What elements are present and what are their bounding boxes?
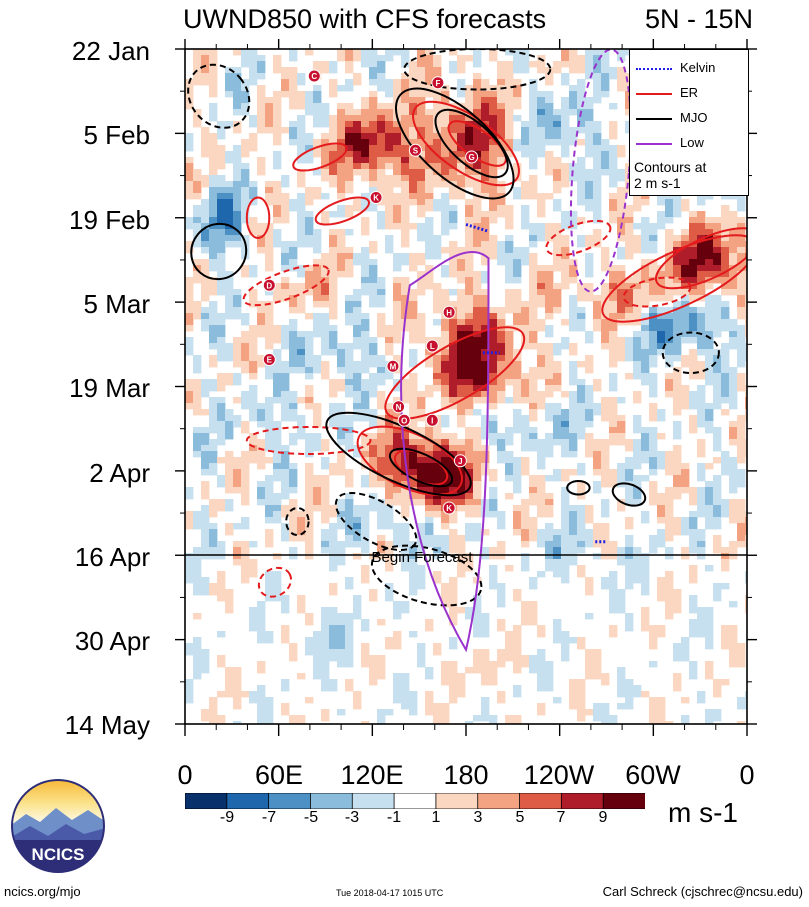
storm-marker-label: K bbox=[373, 194, 379, 203]
legend-label: Low bbox=[680, 135, 704, 150]
storm-marker-label: E bbox=[267, 356, 273, 365]
storm-marker-label: O bbox=[401, 416, 407, 425]
storm-marker-label: G bbox=[469, 153, 475, 162]
footer-author: Carl Schreck (cjschrec@ncsu.edu) bbox=[602, 884, 803, 899]
storm-marker-label: S bbox=[413, 146, 419, 155]
storm-marker-label: J bbox=[458, 457, 462, 466]
x-tick-label: 0 bbox=[739, 760, 755, 790]
colorbar-swatch bbox=[560, 793, 605, 809]
legend-item-mjo: MJO bbox=[630, 110, 748, 126]
storm-marker: C bbox=[307, 69, 321, 83]
logo-text: NCICS bbox=[32, 845, 85, 864]
storm-marker: K bbox=[369, 191, 383, 204]
colorbar-swatch bbox=[435, 793, 479, 809]
y-tick-label: 5 Feb bbox=[83, 120, 151, 150]
footer-timestamp: Tue 2018-04-17 1015 UTC bbox=[336, 888, 444, 898]
lat-band-label: 5N - 15N bbox=[644, 4, 753, 34]
storm-marker-label: N bbox=[396, 403, 402, 412]
colorbar-swatch bbox=[268, 793, 312, 809]
storm-marker-label: L bbox=[430, 342, 435, 351]
colorbar-swatch bbox=[519, 793, 563, 809]
colorbar-label: 3 bbox=[473, 809, 483, 826]
colorbar-swatch bbox=[351, 793, 395, 809]
colorbar-swatch bbox=[393, 793, 437, 809]
footer-site-link[interactable]: ncics.org/mjo bbox=[4, 884, 81, 899]
storm-marker: G bbox=[465, 150, 479, 164]
y-tick-label: 19 Mar bbox=[69, 373, 150, 403]
storm-markers: C F S G K D H L E M NO J I K bbox=[262, 69, 479, 515]
x-tick-label: 60W bbox=[625, 760, 681, 790]
legend-item-kelvin: Kelvin bbox=[630, 60, 748, 76]
legend: Kelvin ER MJO Low Contours at 2 m s-1 bbox=[629, 49, 749, 196]
colorbar-units: m s-1 bbox=[668, 797, 738, 828]
x-tick-label: 60E bbox=[254, 760, 304, 790]
storm-marker: S bbox=[408, 143, 422, 157]
storm-marker: I bbox=[425, 413, 439, 427]
colorbar-label: -5 bbox=[303, 809, 319, 826]
storm-marker: D bbox=[262, 278, 276, 292]
legend-label: MJO bbox=[680, 110, 708, 125]
storm-marker: H bbox=[442, 305, 456, 319]
begin-forecast-label: Begin Forecast bbox=[372, 549, 474, 566]
colorbar-label: 7 bbox=[556, 809, 566, 826]
chart-title-text: UWND850 with CFS forecasts bbox=[183, 4, 547, 34]
storm-marker-label: F bbox=[435, 79, 440, 88]
colorbar-swatch bbox=[226, 793, 270, 809]
storm-marker: M bbox=[386, 359, 400, 373]
storm-marker-label: K bbox=[446, 504, 452, 513]
colorbar-label: 9 bbox=[598, 809, 608, 826]
storm-marker: L bbox=[425, 339, 439, 353]
storm-marker: O bbox=[397, 413, 411, 427]
legend-item-er: ER bbox=[630, 85, 748, 101]
ncics-logo: NCICS bbox=[11, 779, 105, 873]
colorbar-swatch bbox=[602, 793, 645, 809]
colorbar-label: 1 bbox=[431, 809, 441, 826]
colorbar bbox=[185, 793, 645, 809]
storm-marker-label: D bbox=[266, 281, 272, 290]
storm-marker: K bbox=[442, 501, 456, 515]
colorbar-label: -7 bbox=[261, 809, 277, 826]
legend-label: Kelvin bbox=[680, 60, 716, 75]
filtered-contours bbox=[187, 49, 747, 653]
x-tick-label: 0 bbox=[177, 760, 193, 790]
colorbar-label: 5 bbox=[515, 809, 525, 826]
storm-marker-label: I bbox=[431, 416, 433, 425]
legend-note-line: Contours at bbox=[634, 159, 707, 175]
colorbar-label: -9 bbox=[219, 809, 235, 826]
y-tick-label: 30 Apr bbox=[74, 626, 150, 656]
legend-contour-note: Contours at 2 m s-1 bbox=[634, 159, 706, 191]
y-tick-label: 16 Apr bbox=[74, 542, 150, 572]
x-tick-label: 120W bbox=[523, 760, 595, 790]
x-tick-label: 180 bbox=[443, 760, 489, 790]
y-tick-label: 2 Apr bbox=[89, 458, 150, 488]
y-tick-label: 14 May bbox=[64, 710, 150, 740]
colorbar-swatch bbox=[185, 793, 228, 809]
legend-item-low: Low bbox=[630, 135, 748, 151]
y-tick-label: 19 Feb bbox=[69, 205, 150, 235]
storm-marker: F bbox=[431, 76, 445, 90]
legend-swatch bbox=[636, 68, 672, 70]
legend-label: ER bbox=[680, 85, 699, 100]
chart-title: UWND850 with CFS forecasts 5N - 15N bbox=[183, 4, 753, 35]
legend-swatch bbox=[636, 143, 672, 145]
legend-note-line: 2 m s-1 bbox=[634, 175, 681, 191]
colorbar-swatch bbox=[310, 793, 354, 809]
storm-marker-label: M bbox=[390, 362, 397, 371]
storm-marker: E bbox=[262, 353, 276, 366]
colorbar-label: -3 bbox=[344, 809, 360, 826]
y-tick-label: 22 Jan bbox=[71, 36, 150, 66]
y-tick-label: 5 Mar bbox=[83, 289, 150, 319]
colorbar-label: -1 bbox=[386, 809, 402, 826]
storm-marker-label: H bbox=[446, 308, 452, 317]
storm-marker: N bbox=[392, 400, 406, 414]
legend-swatch bbox=[636, 93, 672, 95]
storm-marker: J bbox=[453, 454, 467, 468]
storm-marker-label: C bbox=[311, 72, 317, 81]
x-tick-label: 120E bbox=[340, 760, 404, 790]
colorbar-swatch bbox=[477, 793, 521, 809]
legend-swatch bbox=[636, 118, 672, 120]
